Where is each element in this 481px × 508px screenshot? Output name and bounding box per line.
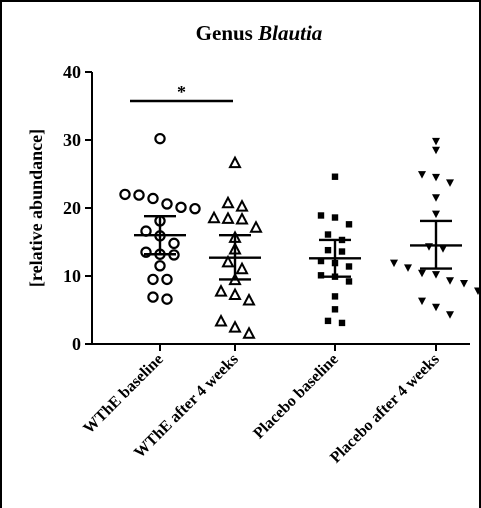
data-point-square <box>324 246 332 254</box>
data-point-square <box>317 272 325 279</box>
data-point-circle <box>161 293 173 305</box>
significance-label: * <box>177 82 186 102</box>
y-axis-label: [relative abundance] <box>26 129 46 287</box>
data-point-triangle-up <box>235 261 249 275</box>
y-tick-label: 40 <box>63 62 81 82</box>
data-point-triangle-up <box>221 195 235 209</box>
data-point-circle <box>189 202 201 215</box>
data-point-square <box>345 278 353 285</box>
data-point-circle <box>133 189 145 201</box>
data-point-triangle-down <box>432 271 440 279</box>
data-point-triangle-up <box>228 320 242 333</box>
chart-title-genus: Blautia <box>257 21 322 45</box>
data-point-square <box>338 319 346 327</box>
data-point-circle <box>154 132 166 145</box>
data-point-triangle-up <box>214 283 228 297</box>
data-point-circle <box>168 237 180 250</box>
data-point-triangle-down <box>418 171 426 179</box>
data-point-triangle-down <box>460 279 468 288</box>
data-point-triangle-down <box>432 137 440 146</box>
chart-title-prefix: Genus <box>196 21 258 45</box>
data-point-triangle-down <box>474 287 481 295</box>
data-point-triangle-down <box>439 245 447 253</box>
data-point-circle <box>147 192 159 205</box>
data-point-triangle-up <box>228 287 242 301</box>
data-point-triangle-down <box>418 269 426 278</box>
data-point-square <box>345 263 353 270</box>
data-point-triangle-up <box>207 210 221 224</box>
data-point-square <box>324 317 332 325</box>
data-point-square <box>317 212 325 219</box>
data-point-square <box>338 248 346 255</box>
x-tick-label: Placebo after 4 weeks <box>327 351 443 467</box>
data-point-triangle-up <box>235 198 249 212</box>
data-point-triangle-down <box>446 179 454 187</box>
y-tick-label: 20 <box>63 198 81 218</box>
data-point-circle <box>161 198 173 210</box>
x-tick-label: Placebo baseline <box>250 351 342 443</box>
data-point-triangle-down <box>446 277 454 285</box>
data-point-triangle-up <box>242 326 256 339</box>
data-point-triangle-down <box>404 264 412 272</box>
data-point-triangle-up <box>242 292 256 306</box>
data-point-circle <box>154 260 166 272</box>
data-point-triangle-down <box>432 146 440 155</box>
data-point-square <box>345 221 353 228</box>
data-point-circle <box>147 291 159 303</box>
data-point-square <box>331 214 339 221</box>
data-point-triangle-down <box>432 303 440 312</box>
data-point-triangle-up <box>228 155 242 169</box>
x-tick-label: WThE baseline <box>80 351 167 438</box>
data-point-triangle-down <box>432 173 440 182</box>
data-point-circle <box>119 188 131 201</box>
data-point-triangle-down <box>446 311 454 319</box>
data-point-triangle-down <box>418 297 426 306</box>
chart-title: Genus Blautia <box>196 21 323 45</box>
y-tick-label: 10 <box>63 266 81 286</box>
data-point-circle <box>147 273 159 286</box>
data-point-triangle-up <box>221 211 235 224</box>
data-point-circle <box>161 273 173 286</box>
data-point-triangle-up <box>235 211 249 225</box>
data-point-triangle-down <box>432 210 440 219</box>
y-tick-label: 30 <box>63 130 81 150</box>
data-point-triangle-up <box>249 220 263 233</box>
data-point-triangle-down <box>432 194 440 202</box>
data-point-square <box>331 173 339 180</box>
data-point-triangle-up <box>221 254 235 268</box>
data-point-square <box>317 257 325 265</box>
y-tick-label: 0 <box>72 334 81 354</box>
data-point-square <box>331 306 339 313</box>
data-point-circle <box>175 201 187 214</box>
data-point-triangle-up <box>214 313 228 327</box>
data-point-square <box>331 293 339 300</box>
data-point-triangle-down <box>390 259 398 268</box>
data-point-square <box>324 231 332 238</box>
